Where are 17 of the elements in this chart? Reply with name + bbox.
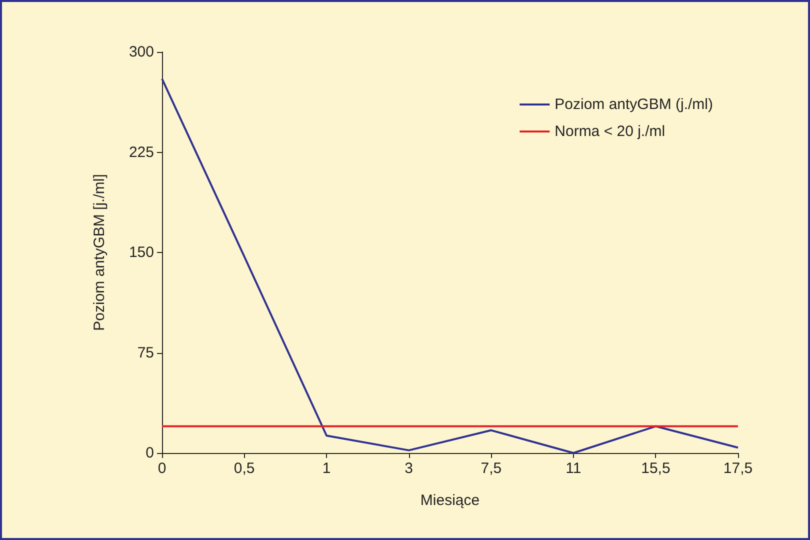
x-axis-title: Miesiące — [420, 492, 480, 509]
x-tick-label: 15,5 — [641, 460, 670, 477]
y-tick-label: 0 — [146, 444, 154, 462]
legend-label: Poziom antyGBM (j./ml) — [554, 96, 714, 113]
y-axis-title: Poziom antyGBM [j./ml] — [91, 174, 108, 331]
x-tick-label: 0 — [158, 460, 166, 477]
legend-label: Norma < 20 j./ml — [554, 123, 666, 140]
y-tick-label: 150 — [128, 244, 154, 261]
x-tick-label: 1 — [322, 460, 331, 477]
x-tick-label: 3 — [404, 460, 414, 477]
x-tick-label: 0,5 — [234, 460, 255, 477]
x-tick-label: 7,5 — [480, 460, 502, 477]
y-tick-label: 75 — [137, 344, 154, 362]
y-tick-label: 300 — [128, 44, 154, 60]
y-tick-label: 225 — [128, 144, 154, 161]
x-tick-label: 11 — [566, 460, 582, 477]
x-tick-label: 17,5 — [723, 460, 753, 477]
